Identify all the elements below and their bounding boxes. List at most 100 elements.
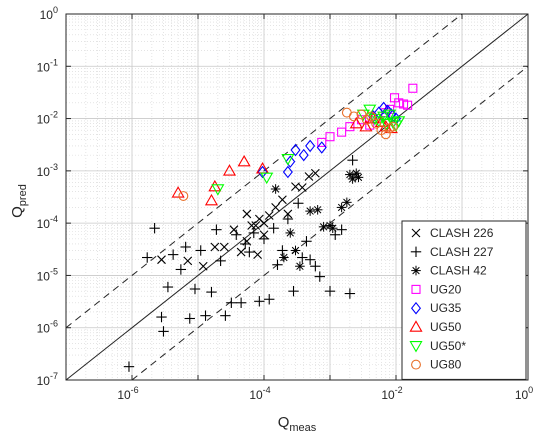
data-point — [277, 245, 288, 256]
legend-item-ug50: UG50 — [409, 320, 462, 334]
legend-item-ug50-: UG50* — [409, 339, 466, 353]
tick-label-exponent: 0 — [528, 385, 533, 395]
data-point — [297, 183, 307, 192]
data-point — [378, 101, 389, 115]
data-point — [288, 285, 299, 297]
x-axis-label-main: Q — [278, 414, 290, 431]
y-tick-label: 10-7 — [37, 371, 58, 388]
legend-label: CLASH 42 — [430, 264, 487, 278]
data-point — [142, 252, 153, 263]
marker-stroke — [352, 169, 360, 177]
data-point — [327, 223, 338, 234]
marker-stroke — [278, 195, 287, 205]
marker-stroke — [319, 223, 328, 231]
legend-items: CLASH 226 CLASH 227 CLASH 42 UG20 UG35 UG50 UG… — [409, 226, 494, 372]
legend-label: UG50* — [430, 339, 466, 353]
data-point — [305, 139, 316, 153]
marker-stroke — [313, 206, 322, 214]
legend-marker — [409, 320, 423, 332]
marker-stroke — [412, 266, 420, 275]
data-point — [295, 261, 305, 272]
marker-stroke — [264, 211, 274, 220]
tick-label-base: 10 — [515, 388, 529, 402]
data-point — [282, 213, 294, 225]
data-point — [264, 211, 274, 220]
marker-stroke — [259, 218, 269, 228]
data-point — [215, 255, 226, 267]
data-point — [206, 286, 217, 298]
data-point — [242, 209, 252, 219]
data-point — [304, 172, 314, 181]
marker-stroke — [280, 253, 288, 262]
marker-stroke — [247, 221, 257, 230]
data-point — [293, 198, 304, 209]
marker-stroke — [271, 203, 281, 212]
data-point — [251, 221, 261, 230]
y-axis-label: Qpred — [9, 184, 29, 218]
tick-label-exponent: 0 — [53, 5, 58, 15]
marker-stroke — [306, 207, 314, 215]
axis-ticks — [65, 13, 529, 381]
data-point — [304, 254, 316, 265]
data-point — [180, 241, 191, 253]
y-tick-label: 100 — [40, 5, 58, 22]
data-point — [257, 165, 268, 179]
legend-marker — [410, 301, 422, 315]
tick-label-exponent: -5 — [50, 266, 58, 276]
data-point — [310, 261, 321, 272]
marker-stroke — [297, 183, 307, 192]
data-point — [167, 249, 179, 260]
data-point — [247, 221, 257, 230]
data-point — [345, 169, 355, 180]
data-point — [353, 172, 364, 183]
legend-label: CLASH 226 — [430, 226, 494, 240]
legend-marker — [411, 228, 421, 238]
data-point — [162, 281, 174, 293]
data-point — [310, 168, 320, 178]
legend-item-clash-227: CLASH 227 — [410, 245, 494, 259]
data-point — [349, 116, 363, 129]
data-point — [363, 104, 377, 117]
series-clash-227 — [123, 154, 358, 372]
data-point — [149, 223, 160, 234]
data-point — [198, 261, 208, 271]
data-point — [279, 252, 289, 263]
tick-label-exponent: -2 — [395, 385, 403, 395]
x-tick-label: 10-2 — [381, 385, 402, 402]
data-point — [253, 250, 262, 260]
data-point — [278, 195, 287, 205]
y-tick-label: 10-2 — [37, 110, 58, 127]
tick-label-base: 10 — [37, 217, 51, 231]
tick-label-base: 10 — [117, 388, 131, 402]
data-point — [348, 111, 359, 122]
marker-stroke — [210, 242, 220, 252]
y-tick-label: 10-3 — [37, 162, 58, 179]
data-point — [226, 297, 237, 308]
data-point — [189, 283, 201, 295]
data-point — [301, 236, 312, 247]
tick-label-exponent: -4 — [263, 385, 271, 395]
tick-label-base: 10 — [37, 113, 51, 127]
tick-label-exponent: -2 — [50, 110, 58, 120]
x-axis-label-sub: meas — [289, 422, 316, 434]
data-point — [285, 228, 296, 238]
data-point — [342, 197, 352, 208]
data-point — [347, 154, 358, 166]
data-point — [344, 288, 356, 299]
series-ug80 — [178, 107, 398, 201]
data-point — [244, 246, 255, 258]
legend-marker — [409, 341, 423, 353]
marker-stroke — [183, 256, 193, 266]
tick-label-exponent: -1 — [50, 57, 58, 67]
data-point — [264, 294, 275, 305]
data-point — [298, 148, 309, 162]
legend-marker — [411, 284, 421, 294]
series-clash-42 — [270, 168, 364, 272]
marker-stroke — [343, 198, 351, 207]
data-point — [388, 121, 398, 132]
data-point — [259, 218, 269, 228]
legend-item-ug20: UG20 — [411, 282, 462, 296]
data-point — [366, 111, 377, 122]
data-point — [297, 252, 308, 263]
marker-stroke — [198, 261, 208, 271]
